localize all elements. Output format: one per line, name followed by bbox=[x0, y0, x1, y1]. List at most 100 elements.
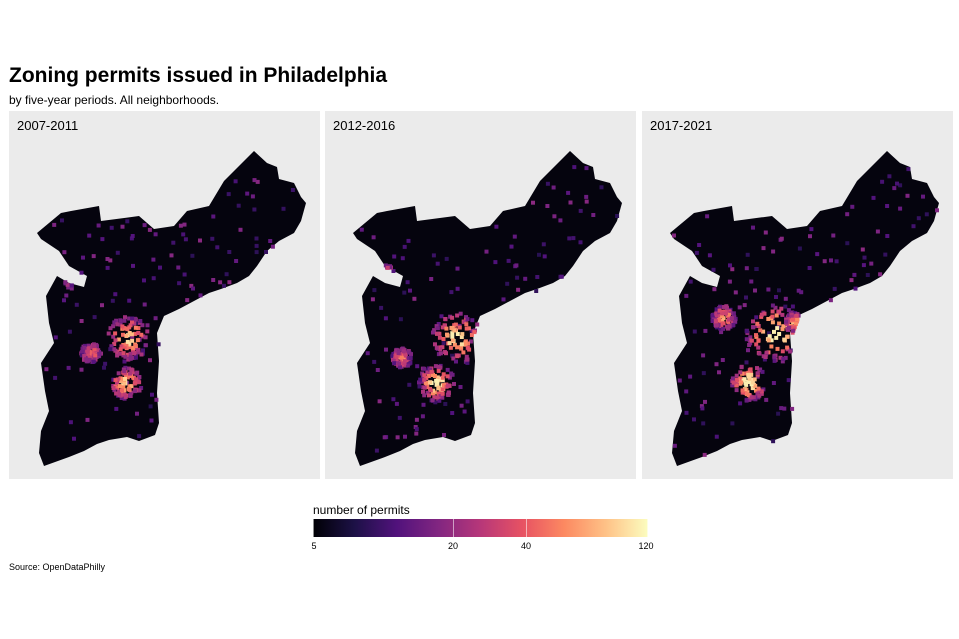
density-cell bbox=[905, 193, 910, 198]
density-cell bbox=[109, 344, 114, 349]
density-cell bbox=[786, 378, 791, 383]
density-cell bbox=[571, 236, 576, 241]
density-cell bbox=[137, 375, 142, 380]
density-cell bbox=[135, 370, 140, 375]
density-cell bbox=[688, 279, 693, 284]
density-cell bbox=[703, 328, 708, 333]
density-cell bbox=[403, 352, 408, 357]
density-cell bbox=[751, 325, 756, 330]
density-cell bbox=[775, 346, 780, 351]
density-cell bbox=[114, 391, 119, 396]
density-cell bbox=[92, 356, 97, 361]
density-cell bbox=[749, 372, 754, 377]
density-cell bbox=[771, 439, 776, 444]
density-cell bbox=[459, 344, 464, 349]
density-cell bbox=[110, 298, 115, 303]
density-cell bbox=[100, 303, 104, 308]
density-cell bbox=[234, 259, 239, 263]
density-cell bbox=[727, 279, 732, 284]
density-cell bbox=[424, 375, 429, 380]
density-cell bbox=[760, 369, 765, 374]
density-cell bbox=[87, 355, 92, 360]
density-cell bbox=[395, 435, 400, 440]
density-cell bbox=[718, 326, 723, 331]
density-cell bbox=[832, 286, 837, 291]
density-cell bbox=[767, 334, 772, 339]
density-cell bbox=[122, 388, 127, 393]
density-cell bbox=[791, 317, 795, 322]
density-cell bbox=[763, 230, 768, 235]
density-cell bbox=[465, 345, 470, 350]
density-cell bbox=[431, 330, 435, 335]
density-cell bbox=[425, 385, 430, 390]
density-cell bbox=[421, 389, 425, 394]
density-cell bbox=[720, 313, 725, 318]
density-cell bbox=[734, 377, 739, 382]
density-cell bbox=[117, 393, 122, 397]
density-cell bbox=[436, 352, 441, 357]
density-cell bbox=[755, 321, 760, 326]
density-cell bbox=[81, 255, 85, 260]
density-cell bbox=[776, 411, 781, 416]
density-cell bbox=[742, 303, 747, 308]
density-cell bbox=[764, 350, 769, 355]
density-cell bbox=[93, 353, 98, 358]
density-cell bbox=[701, 353, 706, 358]
density-cell bbox=[133, 380, 138, 385]
density-cell bbox=[758, 328, 763, 333]
density-cell bbox=[751, 395, 756, 400]
density-cell bbox=[169, 253, 174, 258]
density-cell bbox=[224, 272, 229, 277]
density-cell bbox=[119, 344, 124, 349]
density-cell bbox=[66, 285, 71, 290]
density-cell bbox=[754, 333, 758, 338]
density-cell bbox=[452, 328, 457, 333]
density-cell bbox=[578, 240, 583, 245]
density-cell bbox=[753, 288, 757, 293]
density-cell bbox=[790, 304, 795, 309]
density-cell bbox=[834, 259, 839, 264]
density-cell bbox=[87, 349, 92, 354]
density-cell bbox=[730, 376, 735, 381]
density-cell bbox=[453, 322, 458, 327]
density-cell bbox=[885, 204, 890, 208]
density-cell bbox=[747, 376, 752, 381]
density-cell bbox=[85, 346, 90, 351]
density-cell bbox=[452, 382, 456, 386]
density-cell bbox=[371, 235, 376, 240]
density-cell bbox=[133, 325, 138, 330]
density-cell bbox=[390, 354, 395, 359]
density-cell bbox=[759, 312, 764, 317]
density-cell bbox=[725, 309, 730, 314]
density-cell bbox=[568, 200, 573, 205]
density-cell bbox=[399, 355, 404, 360]
density-cell bbox=[465, 399, 470, 404]
density-cell bbox=[148, 404, 153, 409]
density-cell bbox=[408, 288, 412, 293]
density-cell bbox=[684, 410, 689, 415]
density-cell bbox=[505, 281, 510, 286]
map-panel-2017-2021: 2017-2021 bbox=[642, 111, 953, 479]
density-cell bbox=[441, 337, 446, 341]
density-cell bbox=[148, 358, 152, 363]
density-cell bbox=[439, 394, 444, 399]
density-cell bbox=[739, 365, 744, 370]
philadelphia-city-shape bbox=[670, 151, 939, 466]
density-cell bbox=[763, 355, 768, 359]
density-cell bbox=[535, 275, 540, 279]
density-cell bbox=[465, 357, 470, 362]
density-cell bbox=[74, 302, 79, 307]
density-cell bbox=[447, 375, 452, 380]
density-cell bbox=[114, 406, 119, 411]
density-cell bbox=[545, 181, 550, 186]
density-cell bbox=[372, 359, 377, 364]
density-cell bbox=[171, 240, 176, 245]
density-cell bbox=[728, 263, 732, 268]
density-cell bbox=[120, 224, 125, 229]
density-cell bbox=[426, 374, 431, 378]
density-cell bbox=[770, 320, 775, 325]
density-cell bbox=[780, 359, 785, 364]
density-cell bbox=[359, 227, 364, 232]
density-cell bbox=[130, 370, 135, 375]
density-cell bbox=[124, 334, 129, 338]
